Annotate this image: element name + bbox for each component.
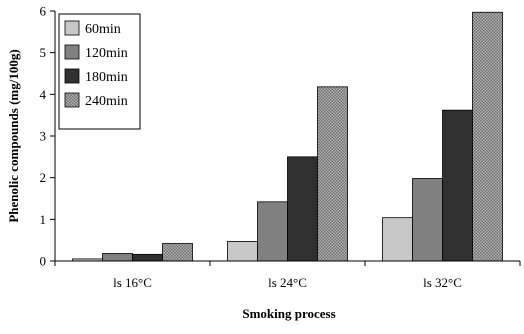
bar-240min-1 <box>317 86 348 262</box>
x-category-label: ls 32°C <box>423 275 462 290</box>
legend-label-60min: 60min <box>85 22 121 37</box>
bar-60min-2 <box>382 217 413 262</box>
bar-180min-0 <box>132 253 163 262</box>
legend: 60min 120min 180min 240min <box>58 13 141 130</box>
legend-swatch-240min <box>64 92 80 108</box>
legend-label-240min: 240min <box>85 94 128 109</box>
y-tick-label: 1 <box>40 212 47 227</box>
bars-group <box>72 11 503 262</box>
legend-label-180min: 180min <box>85 70 128 85</box>
y-tick-label: 6 <box>40 4 47 19</box>
y-axis-title: Phenolic compounds (mg/100g) <box>6 49 21 222</box>
legend-swatch-120min <box>64 44 80 60</box>
labels-group: 0 1 2 3 4 5 6 ls 16°C ls 24°C ls 32°C <box>40 4 462 291</box>
x-category-label: ls 24°C <box>268 275 307 290</box>
bar-120min-0 <box>102 253 133 262</box>
bar-180min-2 <box>442 109 473 262</box>
legend-swatch-60min <box>64 20 80 36</box>
y-tick-label: 2 <box>40 170 47 185</box>
bar-60min-1 <box>227 241 258 262</box>
bar-120min-1 <box>257 201 288 262</box>
y-tick-label: 3 <box>40 129 47 144</box>
bar-240min-0 <box>162 243 193 262</box>
bar-120min-2 <box>412 178 443 262</box>
legend-label-120min: 120min <box>85 46 128 61</box>
x-category-label: ls 16°C <box>113 275 152 290</box>
x-axis-title: Smoking process <box>242 306 335 321</box>
y-tick-label: 4 <box>40 87 47 102</box>
bar-180min-1 <box>287 156 318 262</box>
legend-swatch-180min <box>64 68 80 84</box>
axes-group <box>50 10 521 266</box>
bar-240min-2 <box>472 11 503 262</box>
y-tick-label: 0 <box>40 254 47 269</box>
y-tick-label: 5 <box>40 45 47 60</box>
